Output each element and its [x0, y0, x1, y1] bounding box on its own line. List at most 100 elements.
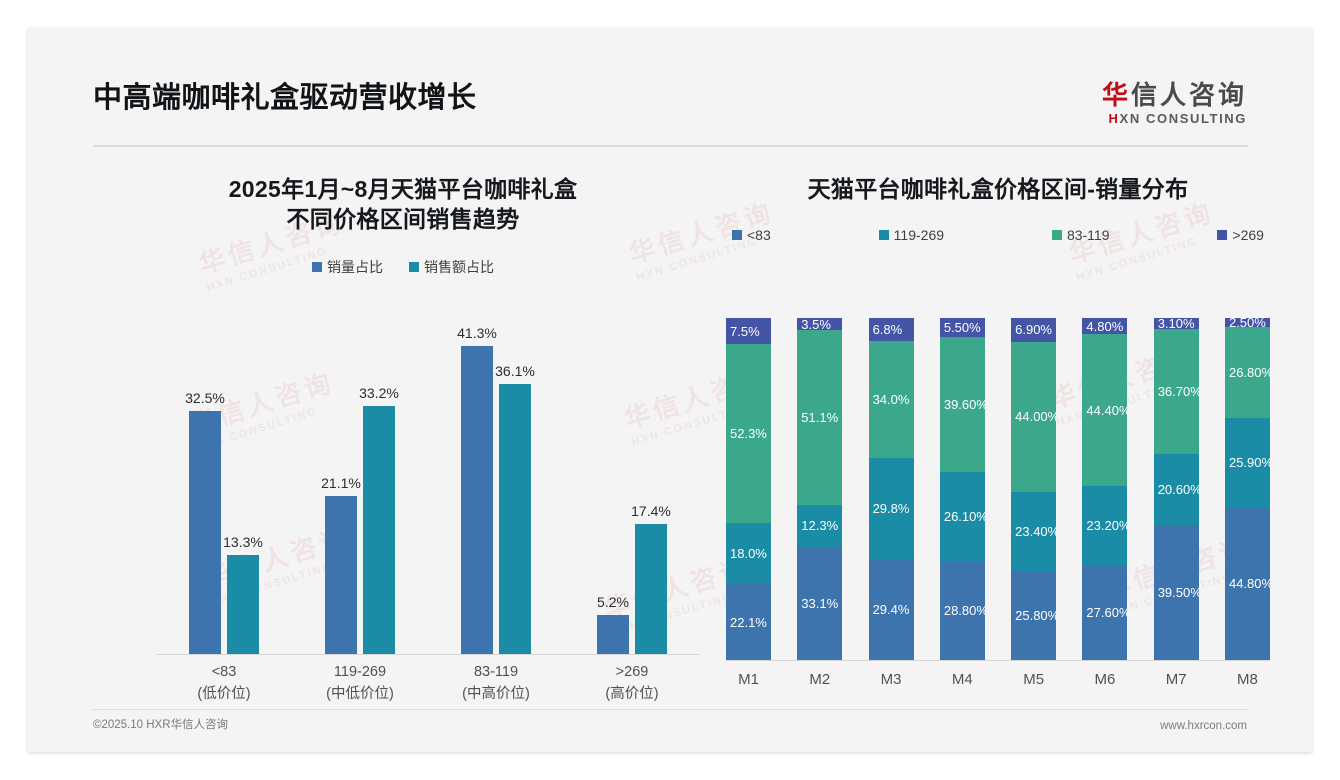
- stacked-segment->269-M2[interactable]: 3.5%: [797, 318, 843, 330]
- right-chart-title: 天猫平台咖啡礼盒价格区间-销量分布: [807, 176, 1189, 202]
- stacked-segment-83-119-M5[interactable]: 44.00%: [1011, 341, 1057, 492]
- stacked-segment-83-119-M1[interactable]: 52.3%: [726, 344, 771, 523]
- segment-value-label: 27.60%: [1086, 605, 1128, 621]
- stacked-segment-119-269-M7[interactable]: 20.60%: [1153, 454, 1199, 525]
- bar-销量占比->269[interactable]: 5.2%: [597, 318, 629, 654]
- stacked-segment-83-119-M6[interactable]: 44.40%: [1082, 334, 1128, 487]
- stacked-segment-<83-M6[interactable]: 27.60%: [1082, 565, 1128, 660]
- bar-rect: [189, 411, 221, 654]
- header-divider: [93, 145, 1248, 147]
- segment-value-label: 25.90%: [1228, 455, 1270, 471]
- legend-item-<83[interactable]: <83: [732, 227, 771, 243]
- legend-item->269[interactable]: >269: [1217, 227, 1264, 243]
- bar-销售额占比-119-269[interactable]: 33.2%: [359, 318, 399, 654]
- stacked-segment-119-269-M2[interactable]: 12.3%: [797, 504, 843, 547]
- bar-value-label: 21.1%: [321, 475, 361, 492]
- stacked-segment-<83-M2[interactable]: 33.1%: [797, 546, 843, 660]
- legend-label: 销量占比: [327, 258, 383, 275]
- x-axis-tick-M1: M1: [738, 671, 759, 688]
- segment-value-label: 7.5%: [730, 323, 760, 339]
- stacked-segment-83-119-M2[interactable]: 51.1%: [797, 330, 843, 505]
- bar-rect: [635, 524, 667, 654]
- stacked-segment-119-269-M4[interactable]: 26.10%: [939, 472, 985, 562]
- left-chart-title: 2025年1月~8月天猫平台咖啡礼盒 不同价格区间销售趋势: [88, 175, 718, 235]
- segment-value-label: 5.50%: [943, 319, 981, 335]
- bar-销量占比-83-119[interactable]: 41.3%: [457, 318, 497, 654]
- legend-item-119-269[interactable]: 119-269: [878, 226, 945, 243]
- bar-value-label: 5.2%: [597, 594, 629, 611]
- x-axis-tick-label: >269: [615, 664, 649, 680]
- segment-value-label: 39.60%: [943, 397, 985, 413]
- x-axis-tick-sublabel: (高价位): [605, 685, 659, 702]
- stacked-segment-<83-M1[interactable]: 22.1%: [726, 584, 771, 660]
- stacked-segment-83-119-M4[interactable]: 39.60%: [939, 336, 985, 473]
- legend-item-83-119[interactable]: 83-119: [1051, 227, 1110, 243]
- left-chart-panel: 2025年1月~8月天猫平台咖啡礼盒 不同价格区间销售趋势 销量占比 销售额占比 …: [88, 153, 718, 713]
- stacked-segment-119-269-M1[interactable]: 18.0%: [726, 522, 771, 585]
- stacked-bar-M3[interactable]: 6.8% 34.0% 29.8% 29.4%: [868, 318, 914, 660]
- segment-value-label: 44.00%: [1015, 409, 1057, 425]
- stacked-segment->269-M6[interactable]: 4.80%: [1082, 318, 1128, 335]
- stacked-segment->269-M1[interactable]: 7.5%: [726, 318, 771, 345]
- bar-value-label: 41.3%: [457, 324, 497, 341]
- segment-value-label: 18.0%: [730, 546, 767, 562]
- slide-header: 中高端咖啡礼盒驱动营收增长 华信人咨询 HXN CONSULTING: [28, 28, 1312, 147]
- legend-swatch-icon: [1217, 229, 1228, 240]
- segment-value-label: 36.70%: [1157, 384, 1199, 400]
- segment-value-label: 12.3%: [801, 518, 839, 534]
- stacked-bar-M4[interactable]: 5.50% 39.60% 26.10% 28.80%: [939, 318, 985, 660]
- stacked-segment-83-119-M7[interactable]: 36.70%: [1153, 328, 1199, 455]
- stacked-bar-M6[interactable]: 4.80% 44.40% 23.20% 27.60%: [1082, 318, 1128, 660]
- bar-rect: [227, 554, 259, 654]
- segment-value-label: 25.80%: [1015, 608, 1057, 624]
- logo-chinese: 华信人咨询: [1102, 81, 1247, 109]
- stacked-segment->269-M4[interactable]: 5.50%: [939, 318, 985, 337]
- bar-销量占比-119-269[interactable]: 21.1%: [321, 318, 361, 654]
- stacked-segment-119-269-M6[interactable]: 23.20%: [1082, 486, 1128, 566]
- stacked-segment-<83-M7[interactable]: 39.50%: [1153, 524, 1199, 660]
- bar-销售额占比-<83[interactable]: 13.3%: [223, 318, 263, 654]
- segment-value-label: 6.90%: [1015, 322, 1052, 338]
- legend-item-销量占比[interactable]: 销量占比: [312, 257, 383, 277]
- segment-value-label: 3.5%: [801, 318, 831, 330]
- bar-value-label: 17.4%: [631, 503, 671, 520]
- legend-label: <83: [747, 226, 771, 243]
- stacked-segment-<83-M5[interactable]: 25.80%: [1011, 571, 1057, 660]
- stacked-bar-M7[interactable]: 3.10% 36.70% 20.60% 39.50%: [1153, 318, 1199, 660]
- stacked-bar-x-axis: M1 M2 M3 M4 M5 M6 M7 M8: [726, 661, 1270, 713]
- right-chart-legend: <83 119-269 83-119 >269: [718, 227, 1278, 243]
- stacked-segment-<83-M4[interactable]: 28.80%: [939, 561, 985, 660]
- segment-value-label: 6.8%: [872, 322, 903, 338]
- stacked-bar-M5[interactable]: 6.90% 44.00% 23.40% 25.80%: [1011, 318, 1057, 660]
- x-axis-tick-label: 83-119: [473, 664, 519, 680]
- x-axis-tick-sublabel: (中低价位): [326, 685, 394, 702]
- stacked-segment-83-119-M3[interactable]: 34.0%: [868, 341, 914, 458]
- stacked-bar-M2[interactable]: 3.5% 51.1% 12.3% 33.1%: [797, 318, 843, 660]
- stacked-segment-<83-M3[interactable]: 29.4%: [868, 559, 914, 660]
- stacked-segment->269-M8[interactable]: 2.50%: [1224, 318, 1270, 327]
- x-axis-tick-M6: M6: [1094, 671, 1116, 688]
- x-axis-tick-M7: M7: [1165, 671, 1187, 688]
- stacked-segment-119-269-M5[interactable]: 23.40%: [1011, 491, 1057, 572]
- segment-value-label: 51.1%: [801, 409, 839, 425]
- stacked-bar-plot-area: 7.5% 52.3% 18.0% 22.1% 3.5% 51.1% 12.3% 33.1% 6.…: [726, 318, 1270, 661]
- stacked-segment-119-269-M3[interactable]: 29.8%: [868, 457, 914, 560]
- legend-label: 119-269: [893, 226, 945, 243]
- stacked-segment-<83-M8[interactable]: 44.80%: [1224, 506, 1270, 660]
- legend-item-销售额占比[interactable]: 销售额占比: [409, 257, 494, 277]
- stacked-segment->269-M3[interactable]: 6.8%: [868, 318, 914, 342]
- segment-value-label: 23.40%: [1015, 524, 1057, 540]
- stacked-bar-M8[interactable]: 2.50% 26.80% 25.90% 44.80%: [1224, 318, 1270, 660]
- stacked-segment->269-M5[interactable]: 6.90%: [1011, 318, 1057, 342]
- stacked-segment->269-M7[interactable]: 3.10%: [1153, 318, 1199, 329]
- segment-value-label: 26.80%: [1228, 364, 1270, 380]
- stacked-segment-119-269-M8[interactable]: 25.90%: [1224, 418, 1270, 507]
- bar-销量占比-<83[interactable]: 32.5%: [185, 318, 225, 654]
- grouped-bar-x-axis: <83 (低价位) 119-269 (中低价位) 83-119 (中高价位) >269 (高价…: [156, 655, 700, 713]
- bar-销售额占比->269[interactable]: 17.4%: [631, 318, 671, 654]
- bar-rect: [325, 496, 357, 654]
- stacked-bar-M1[interactable]: 7.5% 52.3% 18.0% 22.1%: [726, 318, 771, 660]
- bar-销售额占比-83-119[interactable]: 36.1%: [495, 318, 535, 654]
- stacked-segment-83-119-M8[interactable]: 26.80%: [1224, 326, 1270, 419]
- left-chart-legend: 销量占比 销售额占比: [88, 257, 718, 277]
